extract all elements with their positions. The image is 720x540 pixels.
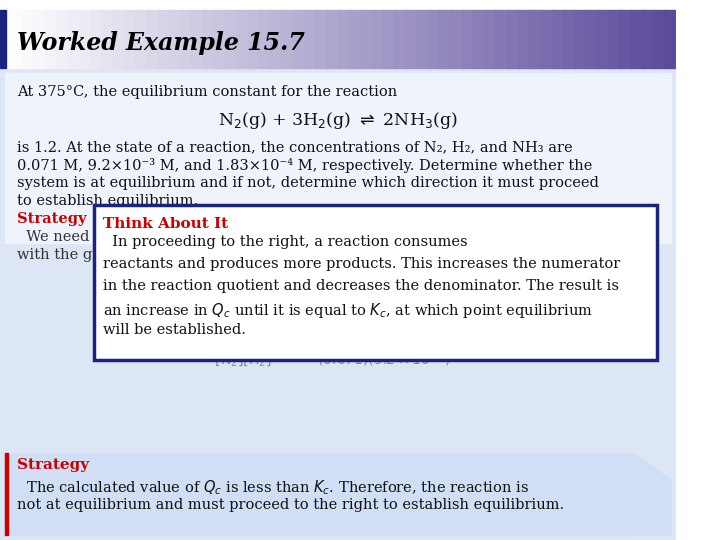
Text: 0.071 M, 9.2×10⁻³ M, and 1.83×10⁻⁴ M, respectively. Determine whether the: 0.071 M, 9.2×10⁻³ M, and 1.83×10⁻⁴ M, re… [17,158,593,173]
Bar [541,10,552,68]
Bar [102,10,114,68]
Bar [0,68,675,540]
Bar [78,10,91,68]
Text: reactants and produces more products. This increases the numerator: reactants and produces more products. Th… [103,257,621,271]
Text: with the given concentrations.: with the given concentrations. [17,248,244,262]
Bar [484,10,496,68]
Bar [665,10,676,68]
Bar [5,453,634,535]
Bar [631,10,643,68]
Text: We need to calculate Qₙ and compare it with Kₙ.: We need to calculate Qₙ and compare it w… [17,230,384,244]
Text: Strategy: Strategy [17,212,86,226]
Bar [158,10,170,68]
Bar [293,10,305,68]
Bar [282,10,294,68]
Text: not at equilibrium and must proceed to the right to establish equilibrium.: not at equilibrium and must proceed to t… [17,498,564,512]
Bar [214,10,226,68]
Text: Worked Example 15.7: Worked Example 15.7 [17,31,305,55]
Bar [259,10,271,68]
Bar [608,10,620,68]
Bar [90,10,102,68]
Bar [236,10,248,68]
Bar [563,10,575,68]
Text: The calculated value of $Q_c$ is less than $K_c$. Therefore, the reaction is: The calculated value of $Q_c$ is less th… [17,478,529,497]
Bar [653,10,665,68]
Bar [0,10,6,68]
Bar [326,10,338,68]
Text: Think About It: Think About It [103,217,228,231]
Text: system is at equilibrium and if not, determine which direction it must proceed: system is at equilibrium and if not, det… [17,176,599,190]
Bar [68,10,80,68]
Text: will be established.: will be established. [103,323,246,337]
Bar [349,10,361,68]
Bar [473,10,485,68]
Bar [450,10,462,68]
Text: an increase in $Q_c$ until it is equal to $K_c$, at which point equilibrium: an increase in $Q_c$ until it is equal t… [103,301,593,320]
Bar [642,10,654,68]
Bar [462,10,474,68]
Text: is 1.2. At the state of a reaction, the concentrations of N₂, H₂, and NH₃ are: is 1.2. At the state of a reaction, the … [17,140,572,154]
Bar [124,10,136,68]
Text: Strategy: Strategy [17,458,89,472]
Bar [112,10,125,68]
Bar [315,10,328,68]
Text: At 375°C, the equilibrium constant for the reaction: At 375°C, the equilibrium constant for t… [17,85,397,99]
Bar [529,10,541,68]
Bar [34,10,46,68]
Bar [552,10,564,68]
Bar [507,10,519,68]
Bar [5,73,671,243]
Text: $Q_c$ =   $\dfrac{[\mathrm{NH_3}]^2}{[\mathrm{N_2}][\mathrm{H_2}]^3}$   =   $\df: $Q_c$ = $\dfrac{[\mathrm{NH_3}]^2}{[\mat… [169,330,518,370]
Bar [146,10,158,68]
Bar [439,10,451,68]
Bar [574,10,586,68]
Bar [0,10,12,68]
Bar [45,10,57,68]
Bar [5,453,7,535]
Bar [135,10,148,68]
Bar [417,10,428,68]
Bar [12,10,24,68]
Bar [169,10,181,68]
Bar [22,10,35,68]
Bar [428,10,440,68]
Bar [338,10,350,68]
Bar [248,10,260,68]
Text: In proceeding to the right, a reaction consumes: In proceeding to the right, a reaction c… [103,235,468,249]
Bar [495,10,508,68]
Text: to establish equilibrium.: to establish equilibrium. [17,194,198,208]
Bar [394,10,406,68]
Bar [518,10,530,68]
Text: N$_2$(g) + 3H$_2$(g) $\rightleftharpoons$ 2NH$_3$(g): N$_2$(g) + 3H$_2$(g) $\rightleftharpoons… [217,110,458,131]
Bar [405,10,418,68]
Bar [56,10,68,68]
Bar [619,10,631,68]
Bar [202,10,215,68]
FancyBboxPatch shape [94,205,657,360]
Bar [180,10,192,68]
Bar [192,10,204,68]
Bar [585,10,598,68]
Bar [597,10,609,68]
Bar [372,10,384,68]
Bar [304,10,316,68]
Text: in the reaction quotient and decreases the denominator. The result is: in the reaction quotient and decreases t… [103,279,619,293]
Bar [270,10,282,68]
Bar [383,10,395,68]
Bar [360,10,372,68]
Bar [225,10,238,68]
Polygon shape [634,453,671,535]
